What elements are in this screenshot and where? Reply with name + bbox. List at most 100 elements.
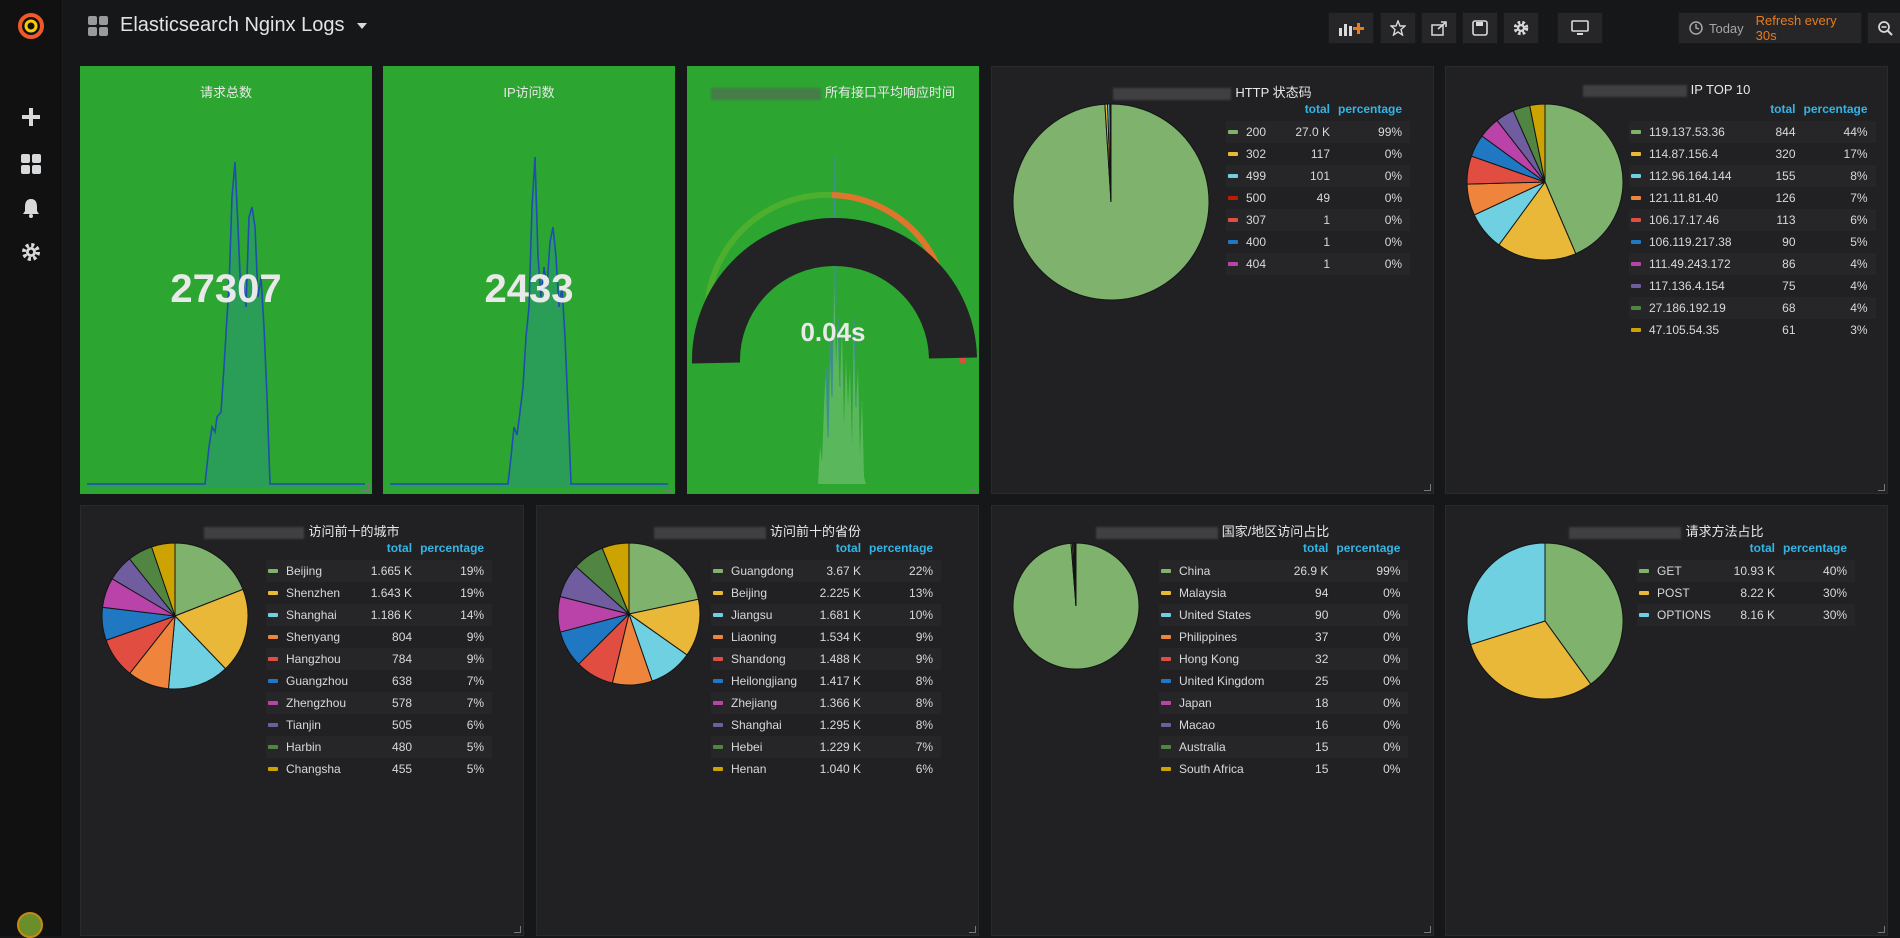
legend-swatch[interactable] [713, 613, 723, 617]
legend-swatch[interactable] [268, 679, 278, 683]
resize-handle[interactable] [665, 484, 672, 491]
legend-header-total[interactable]: total [1740, 100, 1804, 121]
legend-header-percentage[interactable]: percentage [420, 539, 492, 560]
legend-swatch[interactable] [268, 591, 278, 595]
resize-handle[interactable] [969, 484, 976, 491]
legend-swatch[interactable] [268, 657, 278, 661]
time-range-picker[interactable]: Today Refresh every 30s [1678, 12, 1862, 44]
resize-handle[interactable] [362, 484, 369, 491]
legend-swatch[interactable] [1161, 613, 1171, 617]
legend-swatch[interactable] [1161, 723, 1171, 727]
stat-panel-ip-visits[interactable]: IP访问数 2433 [383, 66, 675, 494]
legend-swatch[interactable] [268, 701, 278, 705]
legend-swatch[interactable] [1161, 679, 1171, 683]
legend-swatch[interactable] [268, 745, 278, 749]
legend-swatch[interactable] [713, 679, 723, 683]
dashboard-title-picker[interactable]: Elasticsearch Nginx Logs [88, 14, 367, 37]
legend-swatch[interactable] [713, 701, 723, 705]
user-avatar[interactable] [17, 912, 43, 938]
legend-swatch[interactable] [1639, 613, 1649, 617]
legend-header-percentage[interactable]: percentage [1804, 100, 1876, 121]
legend-swatch[interactable] [1228, 218, 1238, 222]
legend-swatch[interactable] [1228, 174, 1238, 178]
zoom-out-button[interactable] [1867, 12, 1900, 44]
legend-swatch[interactable] [1631, 218, 1641, 222]
legend-header-percentage[interactable]: percentage [1783, 539, 1855, 560]
legend-swatch[interactable] [713, 767, 723, 771]
grafana-logo-icon[interactable] [15, 10, 47, 42]
legend-swatch[interactable] [1639, 591, 1649, 595]
save-button[interactable] [1462, 12, 1498, 44]
legend-swatch[interactable] [1631, 174, 1641, 178]
star-button[interactable] [1380, 12, 1416, 44]
legend-swatch[interactable] [1631, 130, 1641, 134]
legend-swatch[interactable] [1631, 152, 1641, 156]
legend-swatch[interactable] [1228, 130, 1238, 134]
legend-swatch[interactable] [713, 591, 723, 595]
settings-button[interactable] [1503, 12, 1539, 44]
legend-swatch[interactable] [1228, 240, 1238, 244]
legend-header-total[interactable]: total [1272, 539, 1336, 560]
legend-swatch[interactable] [713, 745, 723, 749]
legend-swatch[interactable] [713, 723, 723, 727]
legend-swatch[interactable] [1161, 745, 1171, 749]
resize-handle[interactable] [969, 926, 976, 933]
resize-handle[interactable] [1878, 926, 1885, 933]
legend-header-total[interactable]: total [1719, 539, 1783, 560]
legend-header-total[interactable]: total [1274, 100, 1338, 121]
legend-header-percentage[interactable]: percentage [1336, 539, 1408, 560]
legend-swatch[interactable] [1631, 196, 1641, 200]
legend-swatch[interactable] [268, 723, 278, 727]
legend-header-total[interactable]: total [356, 539, 420, 560]
legend-swatch[interactable] [1161, 767, 1171, 771]
legend-swatch[interactable] [1631, 328, 1641, 332]
legend-swatch[interactable] [1161, 657, 1171, 661]
legend-swatch[interactable] [1631, 306, 1641, 310]
legend-swatch[interactable] [1631, 240, 1641, 244]
bell-icon[interactable] [15, 192, 47, 224]
legend-swatch[interactable] [1228, 152, 1238, 156]
resize-handle[interactable] [514, 926, 521, 933]
legend-swatch[interactable] [1228, 196, 1238, 200]
legend-swatch[interactable] [1161, 701, 1171, 705]
legend-swatch[interactable] [713, 657, 723, 661]
legend-swatch[interactable] [1631, 284, 1641, 288]
